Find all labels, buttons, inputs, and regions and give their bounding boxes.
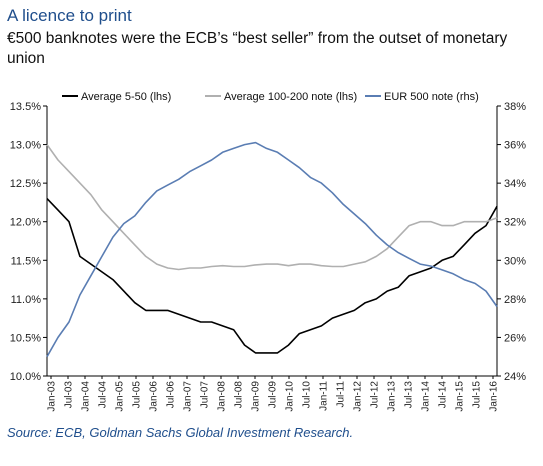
x-tick-label: Jul-15 (472, 381, 483, 409)
left-tick-label: 12.5% (10, 178, 41, 190)
legend-label-0: Average 5-50 (lhs) (81, 91, 171, 103)
x-tick-label: Jan-03 (47, 381, 58, 412)
left-tick-label: 13.5% (10, 101, 41, 113)
source-note: Source: ECB, Goldman Sachs Global Invest… (7, 425, 354, 440)
x-tick-label: Jan-11 (319, 381, 330, 411)
right-tick-label: 30% (504, 255, 526, 267)
x-tick-label: Jul-06 (166, 381, 177, 409)
legend: Average 5-50 (lhs) Average 100-200 note (… (62, 91, 479, 103)
x-tick-label: Jul-09 (268, 381, 279, 409)
left-tick-label: 10.0% (10, 371, 41, 383)
x-tick-label: Jul-05 (132, 381, 143, 409)
series-line-2 (46, 141, 498, 358)
left-tick-label: 11.0% (11, 294, 42, 306)
x-tick-label: Jul-04 (98, 381, 109, 409)
right-tick-label: 28% (504, 294, 526, 306)
chart-subtitle: €500 banknotes were the ECB’s “best sell… (7, 30, 508, 67)
x-tick-label: Jan-15 (455, 381, 466, 412)
legend-label-2: EUR 500 note (rhs) (384, 91, 479, 103)
legend-label-1: Average 100-200 note (lhs) (224, 91, 357, 103)
x-tick-label: Jul-12 (370, 381, 381, 409)
x-tick-label: Jan-04 (81, 381, 92, 412)
right-tick-label: 24% (504, 371, 526, 383)
x-tick-label: Jul-08 (234, 381, 245, 409)
axes: 10.0% 10.5% 11.0% 11.5% 12.0% 12.5% 13.0% 13.5%… (10, 101, 526, 412)
x-tick-label: Jan-05 (115, 381, 126, 412)
x-tick-label: Jul-11 (336, 381, 347, 408)
x-tick-label: Jan-13 (387, 381, 398, 412)
series-line-1 (46, 144, 498, 271)
right-tick-label: 36% (504, 140, 526, 152)
x-tick-label: Jul-13 (404, 381, 415, 409)
x-tick-label: Jan-14 (421, 381, 432, 412)
x-tick-label: Jan-12 (353, 381, 364, 412)
x-tick-label: Jan-10 (285, 381, 296, 412)
left-tick-label: 10.5% (10, 332, 41, 344)
x-tick-label: Jul-07 (200, 381, 211, 409)
right-tick-label: 32% (504, 217, 526, 229)
chart-title: A licence to print (7, 6, 132, 25)
left-tick-label: 13.0% (10, 140, 41, 152)
left-tick-label: 11.5% (11, 255, 42, 267)
x-tick-label: Jul-03 (64, 381, 75, 409)
x-tick-label: Jul-14 (438, 381, 449, 409)
series-line-0 (46, 198, 498, 354)
right-tick-label: 34% (504, 178, 526, 190)
right-tick-label: 26% (504, 332, 526, 344)
x-tick-label: Jan-07 (183, 381, 194, 412)
series-lines (46, 141, 498, 358)
x-tick-label: Jan-09 (251, 381, 262, 412)
left-tick-label: 12.0% (10, 217, 41, 229)
right-tick-label: 38% (504, 101, 526, 113)
x-tick-label: Jan-08 (217, 381, 228, 412)
x-tick-label: Jan-16 (489, 381, 500, 412)
x-tick-label: Jul-10 (302, 381, 313, 409)
x-tick-label: Jan-06 (149, 381, 160, 412)
